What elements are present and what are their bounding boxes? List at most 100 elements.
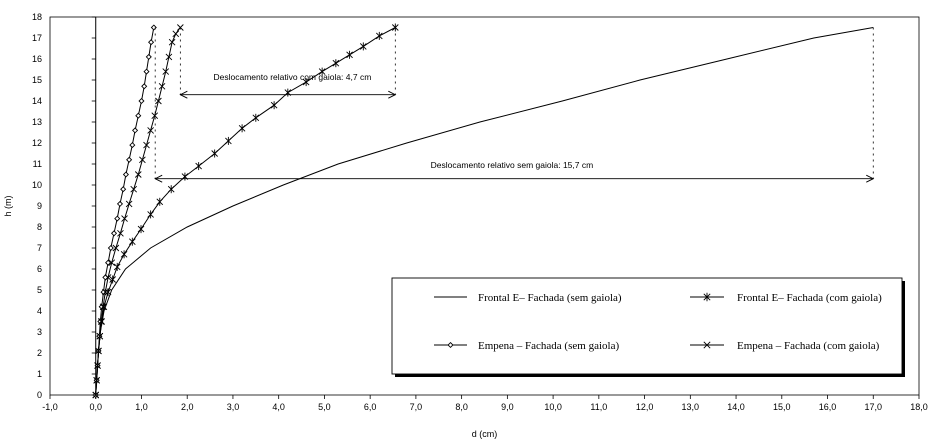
y-tick-label: 10 [32,180,42,190]
series-2-point [332,59,340,68]
y-tick-label: 11 [33,159,42,169]
series-2-point [120,250,128,259]
series-4-point [155,97,162,105]
series-4-point [102,288,109,296]
series-4-point [95,347,102,355]
series-3-point [145,53,152,60]
x-tick-label: 1,0 [135,402,148,412]
y-tick-label: 7 [37,243,42,253]
series-4-point [99,303,107,311]
annotation-2: Deslocamento relativo sem gaiola: 15,7 c… [154,27,875,183]
legend-swatch-marker [703,292,711,302]
legend-label: Empena – Fachada (sem gaiola) [478,340,619,352]
legend-entry-3: Empena – Fachada (sem gaiola) [434,340,619,352]
x-tick-label: -1,0 [42,402,58,412]
series-4-point [168,38,176,46]
x-tick-label: 16,0 [819,402,837,412]
series-2-point [302,78,310,87]
annotation-1: Deslocamento relativo com gaiola: 4,7 cm [179,27,397,99]
series-4-line [95,27,181,396]
series-4-point-stroke [121,215,128,222]
series-4-point-stroke [104,274,112,281]
series-4-point [108,259,116,267]
y-tick-label: 12 [32,138,42,148]
series-3-point [116,200,124,207]
series-3-point [122,171,129,178]
series-4-point [130,185,138,193]
series-3-point [110,230,118,237]
y-axis-title: h (m) [3,196,13,217]
series-4-point-stroke [151,112,159,120]
series-3-point [107,244,114,252]
annotation-layer: Deslocamento relativo com gaiola: 4,7 cm… [154,27,875,183]
series-2-point [270,101,278,110]
series-4-point-stroke [143,141,150,149]
legend-swatch-marker [447,341,454,349]
x-tick-label: 3,0 [227,402,240,412]
series-4-point [165,53,173,61]
series-3-point [132,127,139,134]
series-2-point [375,31,383,40]
series-2-point [167,185,175,194]
series-4-point [158,82,166,90]
x-axis-title: d (cm) [472,429,498,439]
x-tick-label: 0,0 [89,402,102,412]
legend-label: Frontal E– Fachada (sem gaiola) [478,292,622,304]
x-tick-label: 5,0 [318,402,331,412]
series-4-point-stroke [125,200,133,208]
x-tick-label: 11,0 [590,402,607,412]
series-4-point-stroke [95,347,102,355]
series-2-point [181,172,189,181]
series-4 [92,24,184,399]
series-3 [92,24,157,399]
legend-box [391,277,903,375]
x-tick-label: 9,0 [501,402,514,412]
series-4-point [92,391,100,399]
legend-entry-1: Frontal E– Fachada (sem gaiola) [434,292,622,304]
x-tick-label: 10,0 [544,402,562,412]
series-4-point-stroke [147,127,154,134]
series-4-point-stroke [172,30,180,38]
series-4-point-stroke [94,362,101,369]
series-2-point [113,262,121,271]
series-4-point-stroke [130,185,138,193]
x-tick-label: 4,0 [272,402,285,412]
legend-entry-4: Empena – Fachada (com gaiola) [690,340,880,352]
annotation-arrowhead-left [154,174,163,183]
legend-swatch-marker [703,341,711,349]
annotation-arrowhead-right [866,174,875,183]
series-4-point-stroke [168,38,176,46]
series-4-point [151,112,159,120]
series-3-point [150,24,157,31]
x-tick-label: 17,0 [864,402,882,412]
series-2-point [195,162,202,171]
plot-frame [49,16,920,396]
y-tick-label: 6 [37,264,42,274]
legend-label: Empena – Fachada (com gaiola) [737,340,880,352]
series-4-point-stroke [155,97,162,105]
series-3-point [129,142,136,149]
series-4-point-stroke [108,259,116,267]
annotation-label: Deslocamento relativo com gaiola: 4,7 cm [214,72,372,82]
legend: Frontal E– Fachada (sem gaiola) Frontal E… [391,277,905,377]
series-3-point [135,112,142,119]
x-tick-label: 8,0 [455,402,468,412]
x-tick-label: 15,0 [773,402,791,412]
series-4-point-stroke [139,156,146,164]
x-tick-label: 18,0 [910,402,928,412]
y-tick-label: 14 [32,96,42,106]
series-4-point [162,68,170,75]
series-4-point [143,141,150,149]
annotation-label: Deslocamento relativo sem gaiola: 15,7 c… [431,160,594,170]
series-4-point-stroke [92,391,100,399]
y-tick-label: 3 [37,327,42,337]
annotation-arrowhead-left [179,90,188,99]
series-4-point-stroke [96,332,104,340]
series-4-point-stroke [162,68,170,75]
series-2-point [156,197,164,206]
series-3-point [114,215,121,222]
y-tick-label: 2 [37,348,42,358]
series-4-point [172,30,180,38]
